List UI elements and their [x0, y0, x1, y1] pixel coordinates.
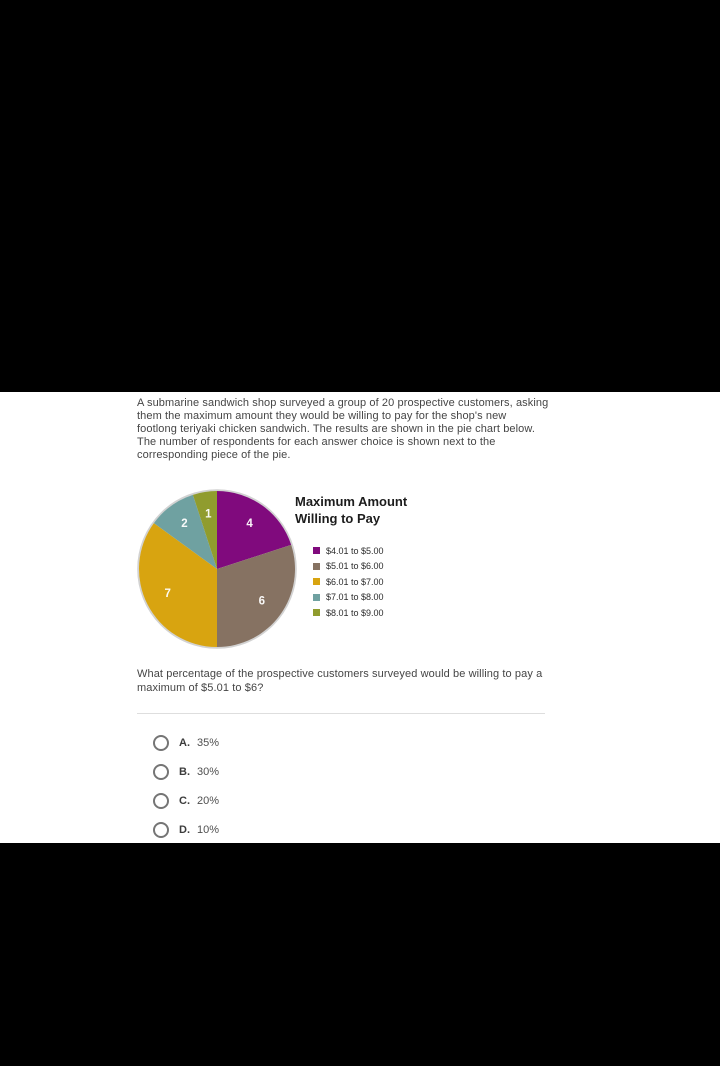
option-letter: D.	[179, 823, 190, 836]
pie-slice-4	[217, 491, 292, 569]
option-letter: C.	[179, 794, 190, 807]
legend-item: $4.01 to $5.00	[313, 543, 423, 559]
radio-button[interactable]	[153, 763, 169, 780]
pie-slice-value-label: 7	[164, 588, 170, 600]
legend-item: $7.01 to $8.00	[313, 590, 423, 606]
pie-slice-value-label: 6	[259, 596, 265, 608]
legend-swatch-icon	[313, 547, 320, 555]
pie-outer-ring	[137, 489, 297, 649]
pie-slice-value-label: 2	[181, 518, 187, 530]
radio-button[interactable]	[153, 821, 169, 838]
question-text: What percentage of the prospective custo…	[137, 668, 543, 694]
pie-slice-value-label: 4	[246, 518, 253, 530]
pie-slice-7	[139, 523, 217, 647]
option-letter: A.	[179, 736, 190, 749]
option-label: 10%	[197, 823, 220, 836]
option-row-a[interactable]: A. 35%	[153, 728, 219, 757]
legend-label: $4.01 to $5.00	[326, 545, 384, 556]
option-letter: B.	[179, 765, 190, 778]
pie-slice-2	[153, 494, 217, 569]
option-label: 20%	[197, 794, 220, 807]
intro-paragraph: A submarine sandwich shop surveyed a gro…	[137, 397, 549, 461]
legend-swatch-icon	[313, 593, 320, 601]
legend-label: $7.01 to $8.00	[326, 592, 384, 603]
chart-legend: Maximum Amount Willing to Pay $4.01 to $…	[295, 487, 423, 651]
answer-options: A. 35% B. 30% C. 20% D. 10%	[153, 728, 219, 844]
legend-label: $8.01 to $9.00	[326, 607, 384, 618]
option-row-b[interactable]: B. 30%	[153, 757, 219, 786]
divider	[137, 713, 545, 714]
option-label: 30%	[197, 765, 220, 778]
chart-title: Maximum Amount Willing to Pay	[295, 494, 408, 526]
radio-button[interactable]	[153, 734, 169, 751]
legend-item: $5.01 to $6.00	[313, 559, 423, 575]
pie-chart-block: 4 6 7 2 1 Maximum Amount Willing to Pay $4.0…	[137, 487, 423, 651]
pie-slice-6	[217, 544, 295, 647]
legend-swatch-icon	[313, 562, 320, 570]
legend-swatch-icon	[313, 609, 320, 617]
option-row-c[interactable]: C. 20%	[153, 786, 219, 815]
option-row-d[interactable]: D. 10%	[153, 815, 219, 844]
legend-label: $5.01 to $6.00	[326, 561, 384, 572]
radio-button[interactable]	[153, 792, 169, 809]
quiz-content: A submarine sandwich shop surveyed a gro…	[137, 392, 549, 843]
legend-label: $6.01 to $7.00	[326, 576, 384, 587]
quiz-panel: A submarine sandwich shop surveyed a gro…	[0, 392, 720, 843]
legend-item: $8.01 to $9.00	[313, 605, 423, 621]
pie-chart: 4 6 7 2 1	[137, 489, 297, 649]
pie-slice-value-label: 1	[205, 508, 212, 520]
option-label: 35%	[197, 736, 220, 749]
legend-items: $4.01 to $5.00 $5.01 to $6.00 $6.01 to $…	[295, 543, 423, 621]
legend-item: $6.01 to $7.00	[313, 574, 423, 590]
legend-swatch-icon	[313, 578, 320, 586]
pie-slice-1	[192, 491, 217, 569]
